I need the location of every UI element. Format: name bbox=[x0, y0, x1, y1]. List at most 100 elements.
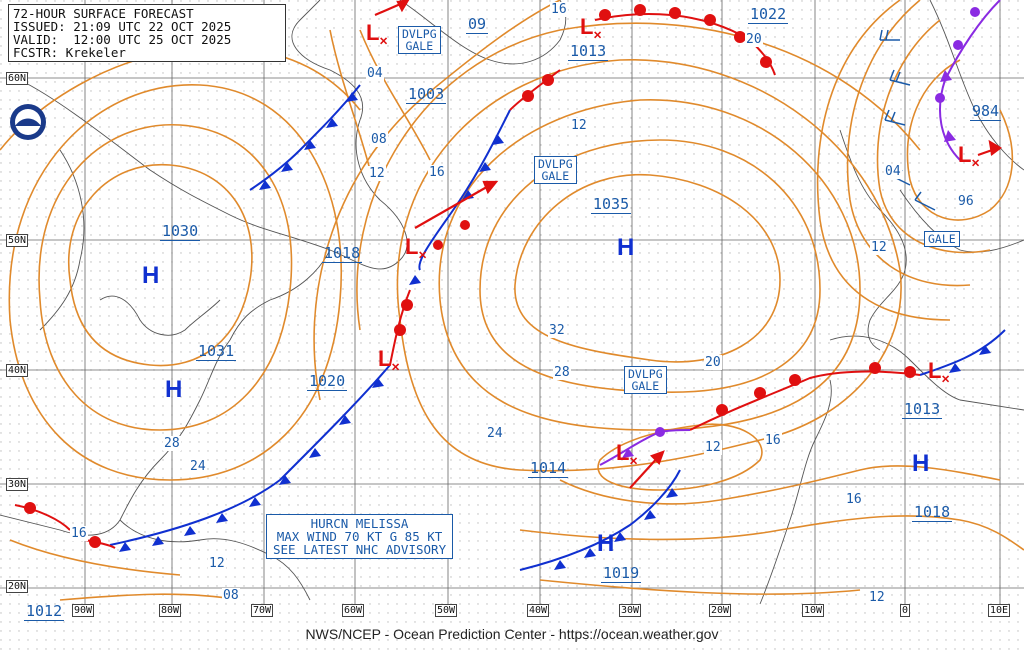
low-symbol: L× bbox=[366, 20, 388, 49]
hurricane-advisory: SEE LATEST NHC ADVISORY bbox=[273, 542, 447, 557]
isobar-label: 12 bbox=[870, 240, 888, 255]
high-symbol: H bbox=[912, 450, 930, 477]
low-symbol: L× bbox=[580, 14, 602, 43]
lat-label-20n: 20N bbox=[6, 580, 29, 593]
isobar-label: 16 bbox=[845, 492, 863, 507]
gale-warning-box: GALE bbox=[924, 231, 960, 247]
isobar-1032 bbox=[514, 173, 781, 363]
isobar-1012-south bbox=[539, 579, 861, 595]
cold-front-pips bbox=[119, 92, 991, 570]
coast-europe bbox=[899, 189, 1024, 253]
coast-labrador bbox=[19, 0, 408, 270]
pressure-label: 09 bbox=[466, 15, 489, 34]
isobar-1020-west bbox=[8, 84, 342, 481]
coastlines bbox=[0, 0, 1024, 605]
low-pressure-value: 1014 bbox=[528, 459, 569, 478]
high-pressure-value: 1019 bbox=[601, 564, 642, 583]
isobar-label: 16 bbox=[550, 2, 568, 17]
valid-time: VALID: 12:00 UTC 25 OCT 2025 bbox=[13, 32, 232, 47]
low-symbol: L× bbox=[928, 358, 950, 387]
high-pressure-value: 1031 bbox=[196, 342, 237, 361]
cold-front-iberia bbox=[919, 329, 1006, 376]
isobar-label: 04 bbox=[884, 164, 902, 179]
lon-label-20w: 20W bbox=[709, 604, 732, 617]
footer-credit: NWS/NCEP - Ocean Prediction Center - htt… bbox=[305, 626, 719, 642]
isobar-1024 bbox=[438, 99, 861, 431]
high-symbol: H bbox=[165, 376, 183, 403]
pressure-label: 1012 bbox=[24, 602, 65, 621]
coast-scandinavia bbox=[929, 0, 1024, 171]
low-pressure-value: 1013 bbox=[568, 42, 609, 61]
isobar-label: 32 bbox=[548, 323, 566, 338]
warm-front-bumps bbox=[24, 4, 916, 548]
lon-label-60w: 60W bbox=[342, 604, 365, 617]
isobar-1012-carib bbox=[59, 593, 241, 601]
isobar-label: 16 bbox=[70, 526, 88, 541]
great-lakes bbox=[99, 295, 221, 336]
isobar-low-984-c bbox=[846, 0, 971, 287]
high-pressure-value: 1018 bbox=[912, 503, 953, 522]
noaa-logo bbox=[10, 104, 46, 140]
cold-fronts bbox=[109, 84, 1006, 571]
lon-label-30w: 30W bbox=[619, 604, 642, 617]
isobar-label: 16 bbox=[428, 165, 446, 180]
isobar-label: 24 bbox=[189, 459, 207, 474]
lon-label-50w: 50W bbox=[435, 604, 458, 617]
isobar-low-984-a bbox=[906, 59, 1014, 221]
cold-front-atlantic bbox=[109, 364, 391, 546]
low-symbol: L× bbox=[378, 346, 400, 375]
gale-warning-box: DVLPG GALE bbox=[534, 156, 577, 184]
isobar-label: 08 bbox=[222, 588, 240, 603]
coast-hudson bbox=[39, 149, 85, 331]
isobar-label: 08 bbox=[370, 132, 388, 147]
low-pressure-value: 1020 bbox=[307, 372, 348, 391]
lon-label-70w: 70W bbox=[251, 604, 274, 617]
isobar-label: 28 bbox=[163, 436, 181, 451]
lon-label-90w: 90W bbox=[72, 604, 95, 617]
isobar-low-984-b bbox=[876, 19, 991, 254]
lat-label-40n: 40N bbox=[6, 364, 29, 377]
low-pressure-value: 1018 bbox=[322, 244, 363, 263]
low-pressure-value: 1003 bbox=[406, 85, 447, 104]
forecast-header: 72-HOUR SURFACE FORECAST ISSUED: 21:09 U… bbox=[8, 4, 286, 62]
isobar-label: 16 bbox=[764, 433, 782, 448]
isobar-label: 24 bbox=[486, 426, 504, 441]
isobar-label: 20 bbox=[704, 355, 722, 370]
low-pressure-value: 984 bbox=[970, 102, 1002, 121]
lat-label-30n: 30N bbox=[6, 478, 29, 491]
coast-uk bbox=[839, 129, 907, 351]
gale-warning-box: DVLPG GALE bbox=[624, 366, 667, 394]
coast-iberia bbox=[829, 335, 1024, 411]
warm-front-west-2 bbox=[84, 539, 116, 549]
isobar-label: 20 bbox=[745, 32, 763, 47]
isobar-1024-west bbox=[38, 124, 293, 431]
isobar-1016-south bbox=[559, 465, 1001, 505]
lat-label-60n: 60N bbox=[6, 72, 29, 85]
low-symbol: L× bbox=[616, 440, 638, 469]
forecaster: FCSTR: Krekeler bbox=[13, 45, 126, 60]
low-symbol: L× bbox=[958, 142, 980, 171]
high-symbol: H bbox=[142, 262, 160, 289]
isobar-label: 96 bbox=[957, 194, 975, 209]
isobar-low-984-d bbox=[816, 0, 951, 321]
lon-label-0: 0 bbox=[900, 604, 911, 617]
low-center-x-icon: × bbox=[629, 452, 638, 469]
coast-caribbean bbox=[119, 519, 311, 601]
isobar-label: 28 bbox=[553, 365, 571, 380]
lon-label-10w: 10W bbox=[802, 604, 825, 617]
isobar-north-3 bbox=[359, 29, 431, 161]
lat-label-50n: 50N bbox=[6, 234, 29, 247]
hurricane-name: HURCN MELISSA bbox=[310, 516, 409, 531]
motion-arrows bbox=[374, 0, 1002, 489]
low-center-x-icon: × bbox=[941, 370, 950, 387]
isobar-label: 12 bbox=[704, 440, 722, 455]
low-center-x-icon: × bbox=[418, 246, 427, 263]
high-symbol: H bbox=[597, 530, 615, 557]
lon-label-80w: 80W bbox=[159, 604, 182, 617]
isobar-label: 12 bbox=[868, 590, 886, 605]
cold-front-mid bbox=[418, 109, 511, 271]
isobar-1020 bbox=[396, 59, 902, 472]
